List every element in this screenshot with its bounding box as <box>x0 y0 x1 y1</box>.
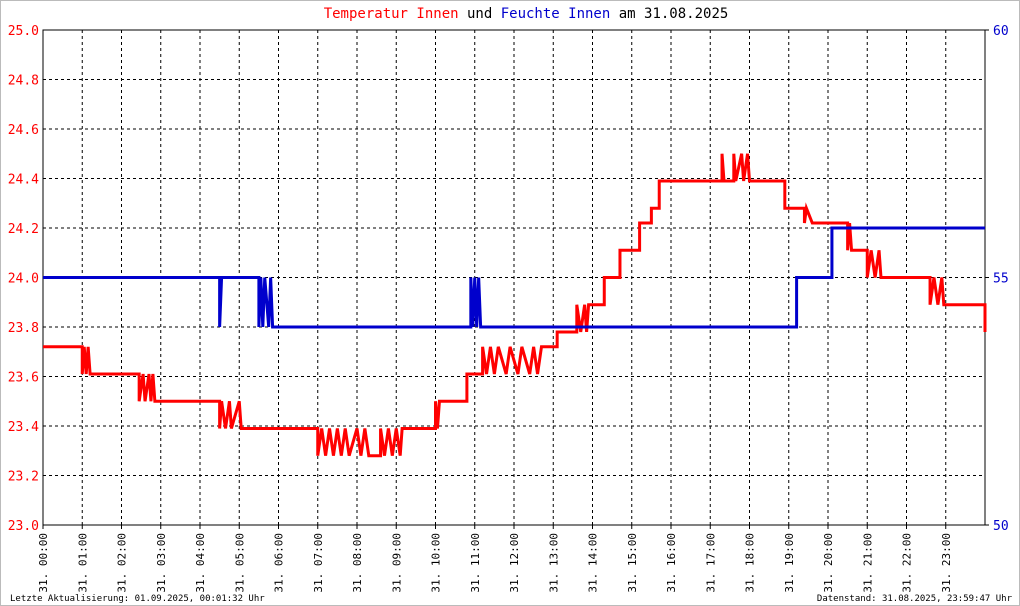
x-tick-label: 31. 17:00 <box>704 533 717 593</box>
x-tick-label: 31. 02:00 <box>116 533 129 593</box>
x-tick-label: 31. 03:00 <box>155 533 168 593</box>
x-tick-label: 31. 04:00 <box>194 533 207 593</box>
chart-title: Temperatur Innen und Feuchte Innen am 31… <box>324 6 729 22</box>
y2-tick-label: 50 <box>993 519 1009 534</box>
title-part: Temperatur Innen <box>324 6 459 22</box>
y2-tick-label: 60 <box>993 24 1009 39</box>
y-tick-label: 24.6 <box>8 123 39 138</box>
x-tick-label: 31. 20:00 <box>822 533 835 593</box>
y-tick-label: 24.8 <box>8 74 39 89</box>
x-tick-label: 31. 07:00 <box>312 533 325 593</box>
x-tick-label: 31. 13:00 <box>547 533 560 593</box>
title-part: Feuchte Innen <box>501 6 611 22</box>
x-tick-label: 31. 05:00 <box>233 533 246 593</box>
y-tick-label: 23.8 <box>8 321 39 336</box>
title-part: am 31.08.2025 <box>619 6 729 22</box>
y-tick-label: 23.4 <box>8 420 39 435</box>
x-tick-label: 31. 16:00 <box>665 533 678 593</box>
x-tick-label: 31. 08:00 <box>351 533 364 593</box>
y-tick-label: 23.0 <box>8 519 39 534</box>
x-tick-label: 31. 18:00 <box>744 533 757 593</box>
footer-left: Letzte Aktualisierung: 01.09.2025, 00:01… <box>10 594 265 604</box>
series-line <box>43 226 985 329</box>
y2-tick-label: 55 <box>993 272 1009 287</box>
y-tick-label: 23.6 <box>8 371 39 386</box>
series-line <box>43 153 987 458</box>
x-tick-label: 31. 11:00 <box>469 533 482 593</box>
x-tick-label: 31. 06:00 <box>273 533 286 593</box>
x-tick-label: 31. 09:00 <box>390 533 403 593</box>
x-tick-label: 31. 00:00 <box>37 533 50 593</box>
y-tick-label: 24.2 <box>8 222 39 237</box>
x-tick-label: 31. 01:00 <box>76 533 89 593</box>
y-tick-label: 23.2 <box>8 470 39 485</box>
y-tick-label: 25.0 <box>8 24 39 39</box>
title-part: und <box>467 6 492 22</box>
x-tick-label: 31. 21:00 <box>861 533 874 593</box>
x-tick-label: 31. 15:00 <box>626 533 639 593</box>
x-tick-label: 31. 12:00 <box>508 533 521 593</box>
x-tick-label: 31. 23:00 <box>940 533 953 593</box>
footer-right: Datenstand: 31.08.2025, 23:59:47 Uhr <box>817 594 1013 604</box>
x-tick-label: 31. 14:00 <box>587 533 600 593</box>
y-tick-label: 24.4 <box>8 173 39 188</box>
x-tick-label: 31. 10:00 <box>430 533 443 593</box>
x-tick-label: 31. 22:00 <box>901 533 914 593</box>
y-tick-label: 24.0 <box>8 272 39 287</box>
x-tick-label: 31. 19:00 <box>783 533 796 593</box>
